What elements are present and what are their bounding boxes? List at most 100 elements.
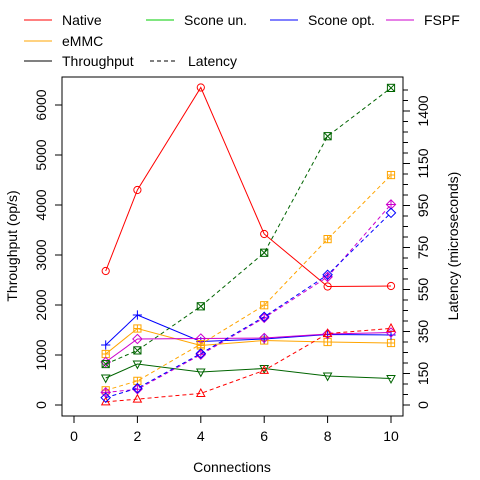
data-point <box>324 338 332 346</box>
data-point <box>323 282 332 291</box>
y2-tick-label: 550 <box>415 278 431 302</box>
data-point <box>197 340 205 348</box>
legend-label: Native <box>62 12 102 28</box>
y-tick-label: 3000 <box>33 239 49 270</box>
series-line-emmc-latency <box>105 174 392 391</box>
data-point <box>102 350 110 358</box>
series-fspf-latency <box>100 199 397 398</box>
series-scone-un-latency <box>101 83 396 369</box>
data-point <box>133 324 141 333</box>
data-point <box>132 333 143 345</box>
data-point <box>133 185 142 195</box>
data-point <box>386 281 396 291</box>
data-point <box>101 266 110 276</box>
legend-style-label: Throughput <box>62 53 134 69</box>
data-point <box>386 199 396 210</box>
data-point <box>260 229 269 239</box>
y2-tick-label: 1150 <box>415 148 431 178</box>
data-point <box>258 311 270 323</box>
data-point <box>322 328 333 340</box>
x-axis: 0 2 4 6 8 10 <box>70 415 399 444</box>
data-point <box>386 375 396 384</box>
data-point <box>101 360 110 369</box>
data-point <box>323 132 332 141</box>
series-line-scone-un-latency <box>105 87 392 365</box>
y2-tick-label: 0 <box>415 401 431 409</box>
data-point <box>387 83 395 92</box>
data-point <box>324 235 332 243</box>
data-point <box>132 310 142 320</box>
data-point <box>386 330 396 340</box>
x-tick-label: 2 <box>134 428 142 444</box>
data-point <box>387 171 395 179</box>
series-emmc-latency <box>101 170 396 395</box>
series-line-emmc-throughput <box>105 327 392 355</box>
y-tick-label: 5000 <box>33 139 49 170</box>
data-point <box>196 302 205 311</box>
data-point <box>387 339 395 347</box>
y2-tick-label: 350 <box>415 320 431 344</box>
legend-label: eMMC <box>62 33 103 49</box>
data-point <box>196 302 205 311</box>
y-axis-right: 0 150 350 550 750 950 1150 1400 <box>402 89 431 409</box>
y-tick-label: 1000 <box>33 339 49 370</box>
series-fspf-throughput <box>100 327 397 368</box>
series-layer <box>100 83 397 406</box>
data-point <box>260 248 269 257</box>
series-scone-opt-latency <box>100 207 397 403</box>
y2-axis-label: Latency (microseconds) <box>445 172 461 321</box>
y2-tick-label: 950 <box>415 194 431 218</box>
data-point <box>386 83 396 93</box>
data-point <box>322 372 333 382</box>
data-point <box>100 396 111 406</box>
data-point <box>196 83 205 92</box>
series-line-scone-un-throughput <box>105 363 392 379</box>
y2-tick-label: 750 <box>415 236 431 260</box>
y-tick-label: 6000 <box>33 89 49 120</box>
x-axis-label: Connections <box>193 459 271 475</box>
series-emmc-throughput <box>101 324 396 359</box>
legend-label: FSPF <box>424 12 460 28</box>
series-line-scone-opt-latency <box>105 212 392 399</box>
data-point <box>386 322 396 332</box>
data-point <box>195 387 206 397</box>
data-point <box>258 332 270 344</box>
series-line-fspf-latency <box>105 204 392 393</box>
y-tick-label: 2000 <box>33 289 49 320</box>
series-line-fspf-throughput <box>105 332 392 363</box>
data-point <box>260 301 268 309</box>
data-point <box>133 346 142 355</box>
y-tick-label: 4000 <box>33 189 49 220</box>
legend-label: Scone un. <box>184 12 247 28</box>
plot-frame <box>61 76 404 417</box>
x-tick-label: 4 <box>197 428 205 444</box>
data-point <box>132 393 143 403</box>
y-tick-label: 0 <box>33 401 49 409</box>
x-tick-label: 8 <box>324 428 332 444</box>
data-point <box>132 360 143 370</box>
data-point <box>100 374 111 384</box>
y2-tick-label: 1400 <box>415 95 431 126</box>
series-native-throughput <box>101 83 396 291</box>
data-point <box>101 359 110 369</box>
data-point <box>322 328 333 338</box>
x-tick-label: 0 <box>70 428 78 444</box>
data-point <box>101 340 111 350</box>
data-point <box>323 132 332 141</box>
legend-label: Scone opt. <box>308 12 375 28</box>
y2-tick-label: 150 <box>415 362 431 386</box>
data-point <box>195 368 206 378</box>
legend: Native Scone un. Scone opt. FSPF eMMC Through… <box>24 12 460 69</box>
y-axis-label: Throughput (op/s) <box>4 190 20 301</box>
data-point <box>322 269 333 281</box>
x-tick-label: 6 <box>260 428 268 444</box>
legend-style-label: Latency <box>188 53 237 69</box>
data-point <box>259 364 270 374</box>
series-line-native-throughput <box>105 86 392 288</box>
series-native-latency <box>100 322 396 406</box>
data-point <box>195 348 207 359</box>
data-point <box>260 248 269 257</box>
data-point <box>132 382 143 394</box>
series-line-native-latency <box>105 327 392 403</box>
